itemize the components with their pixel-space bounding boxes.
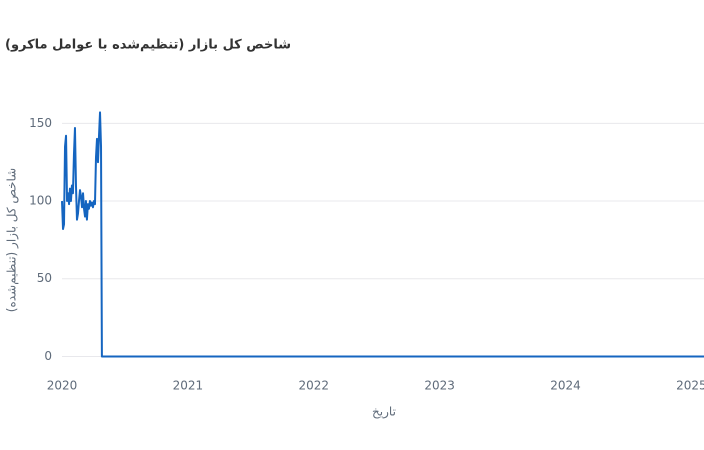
x-tick-label: 2022 — [298, 379, 329, 393]
x-tick-label: 2023 — [424, 379, 455, 393]
y-tick-label: 150 — [29, 116, 52, 130]
chart-title: شاخص کل بازار (تنظیم‌شده با عوامل ماکرو) — [5, 38, 291, 53]
x-tick-label: 2024 — [550, 379, 581, 393]
data-line — [61, 111, 704, 358]
x-tick-label: 2025 — [676, 379, 704, 393]
x-axis-label: تاریخ — [372, 405, 396, 420]
y-tick-label: 0 — [44, 349, 52, 363]
y-axis-label: شاخص کل بازار (تنظیم‌شده) — [5, 168, 20, 312]
y-tick-label: 50 — [37, 271, 52, 285]
x-tick-label: 2020 — [47, 379, 78, 393]
x-tick-label: 2021 — [173, 379, 204, 393]
y-tick-label: 100 — [29, 194, 52, 208]
